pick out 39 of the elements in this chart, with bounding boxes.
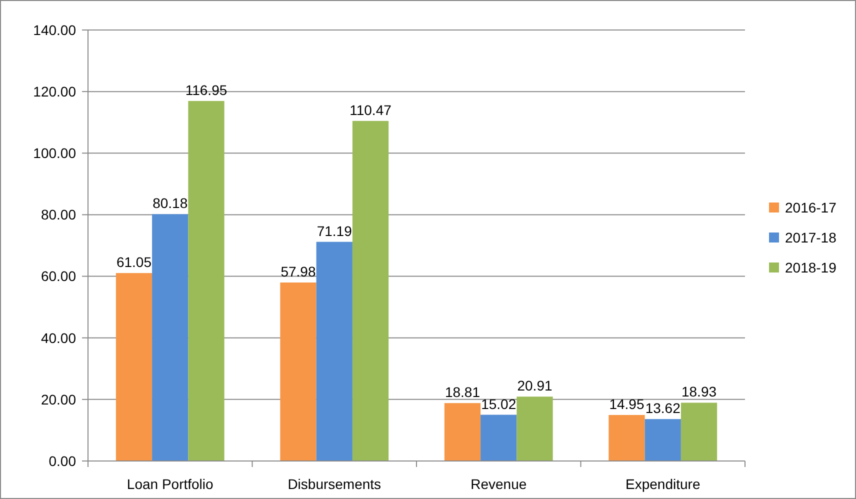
- y-tick-label: 60.00: [40, 268, 76, 284]
- legend-label: 2017-18: [785, 229, 837, 246]
- data-label: 15.02: [481, 396, 516, 412]
- data-label: 71.19: [316, 222, 352, 239]
- x-tick-label: Expenditure: [626, 476, 700, 492]
- data-label: 116.95: [185, 82, 228, 98]
- legend-label: 2018-19: [785, 259, 837, 276]
- data-label: 20.91: [517, 378, 552, 394]
- data-label: 13.62: [645, 400, 681, 416]
- bar: [480, 414, 517, 461]
- y-tick-label: 120.00: [33, 83, 76, 100]
- data-label: 18.81: [444, 384, 480, 400]
- x-tick-label: Loan Portfolio: [126, 476, 214, 492]
- y-tick-label: 0.00: [48, 452, 76, 469]
- bar: [280, 282, 316, 461]
- bar: [116, 273, 152, 461]
- bar: [644, 419, 681, 461]
- bar: [608, 414, 645, 461]
- data-label: 18.93: [681, 384, 717, 400]
- bar: [352, 120, 389, 461]
- bar: [444, 403, 481, 461]
- bar: [516, 396, 553, 461]
- y-tick-label: 140.00: [33, 22, 76, 38]
- y-tick-label: 40.00: [40, 330, 76, 346]
- x-tick-label: Revenue: [470, 476, 527, 492]
- bar: [680, 402, 718, 461]
- bar: [188, 100, 224, 461]
- legend-label: 2016-17: [785, 199, 837, 216]
- y-tick-label: 100.00: [33, 145, 76, 162]
- bar: [152, 214, 188, 461]
- bar: [316, 242, 352, 461]
- data-label: 110.47: [350, 102, 392, 118]
- data-label: 57.98: [280, 264, 316, 280]
- data-label: 14.95: [609, 396, 644, 412]
- data-label: 80.18: [152, 195, 188, 212]
- data-label: 61.05: [116, 254, 152, 270]
- x-tick-label: Disbursements: [288, 476, 382, 492]
- y-tick-label: 80.00: [40, 206, 76, 223]
- y-tick-label: 20.00: [40, 391, 76, 408]
